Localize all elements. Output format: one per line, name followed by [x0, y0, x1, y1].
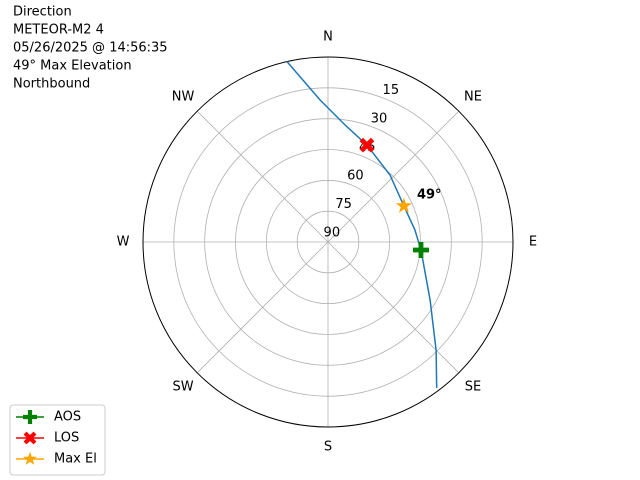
legend-label: LOS	[54, 431, 79, 446]
r-tick-label: 15	[383, 83, 400, 98]
grid-spoke	[196, 241, 329, 374]
legend: AOS LOS Max El	[9, 404, 106, 476]
angle-label: N	[323, 30, 333, 45]
r-tick-label: 60	[347, 168, 364, 183]
title-line: 49° Max Elevation	[13, 59, 132, 74]
grid-spoke	[327, 110, 460, 243]
r-tick-label: 75	[335, 197, 352, 212]
legend-label: AOS	[54, 410, 81, 425]
r-tick-label: 30	[371, 111, 388, 126]
angle-label: S	[324, 440, 332, 455]
angle-label: SW	[172, 379, 193, 394]
marker	[396, 197, 412, 213]
title-line: METEOR-M2 4	[13, 23, 104, 38]
marker	[412, 241, 429, 258]
angle-label: SE	[465, 379, 481, 394]
legend-marker	[23, 410, 37, 424]
legend-marker	[23, 431, 37, 445]
grid-spoke	[196, 110, 329, 243]
angle-label: NE	[464, 90, 482, 105]
polar-frame	[142, 56, 514, 428]
angle-label: NW	[172, 90, 195, 105]
grid-spoke	[327, 241, 460, 374]
angle-label: W	[117, 235, 130, 250]
title-line: Northbound	[13, 77, 90, 92]
r-tick-label: 90	[324, 225, 341, 240]
title-line: Direction	[13, 5, 72, 20]
legend-label: Max El	[54, 452, 97, 467]
title-line: 05/26/2025 @ 14:56:35	[13, 41, 168, 56]
track-line	[286, 61, 438, 388]
legend-marker	[23, 451, 37, 465]
annotation: 49°	[417, 187, 442, 202]
angle-label: E	[529, 235, 537, 250]
marker	[359, 137, 375, 153]
